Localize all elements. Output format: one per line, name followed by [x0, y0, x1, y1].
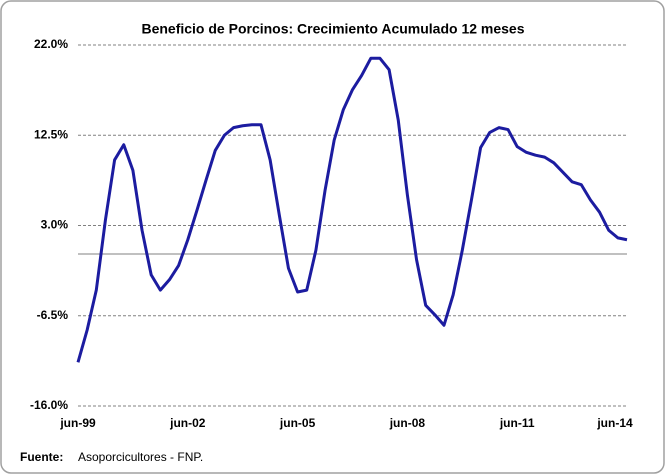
y-tick-label: -16.0%: [30, 398, 68, 412]
x-tick-label: jun-08: [389, 416, 426, 430]
y-tick-label: 12.5%: [34, 127, 68, 141]
y-tick-label: 3.0%: [41, 218, 69, 232]
source: Asoporcicultores - FNP.: [78, 450, 203, 464]
x-tick-label: jun-02: [169, 416, 206, 430]
source-label: Fuente:: [20, 450, 63, 464]
x-tick-label: jun-05: [279, 416, 316, 430]
data-line: [76, 56, 628, 363]
chart-title: Beneficio de Porcinos: Crecimiento Acumu…: [141, 21, 524, 37]
x-tick-label: jun-99: [59, 416, 96, 430]
x-tick-label: jun-11: [499, 416, 535, 430]
y-tick-label: -6.5%: [37, 308, 69, 322]
y-tick-label: 22.0%: [34, 37, 68, 51]
x-tick-label: jun-14: [596, 416, 633, 430]
